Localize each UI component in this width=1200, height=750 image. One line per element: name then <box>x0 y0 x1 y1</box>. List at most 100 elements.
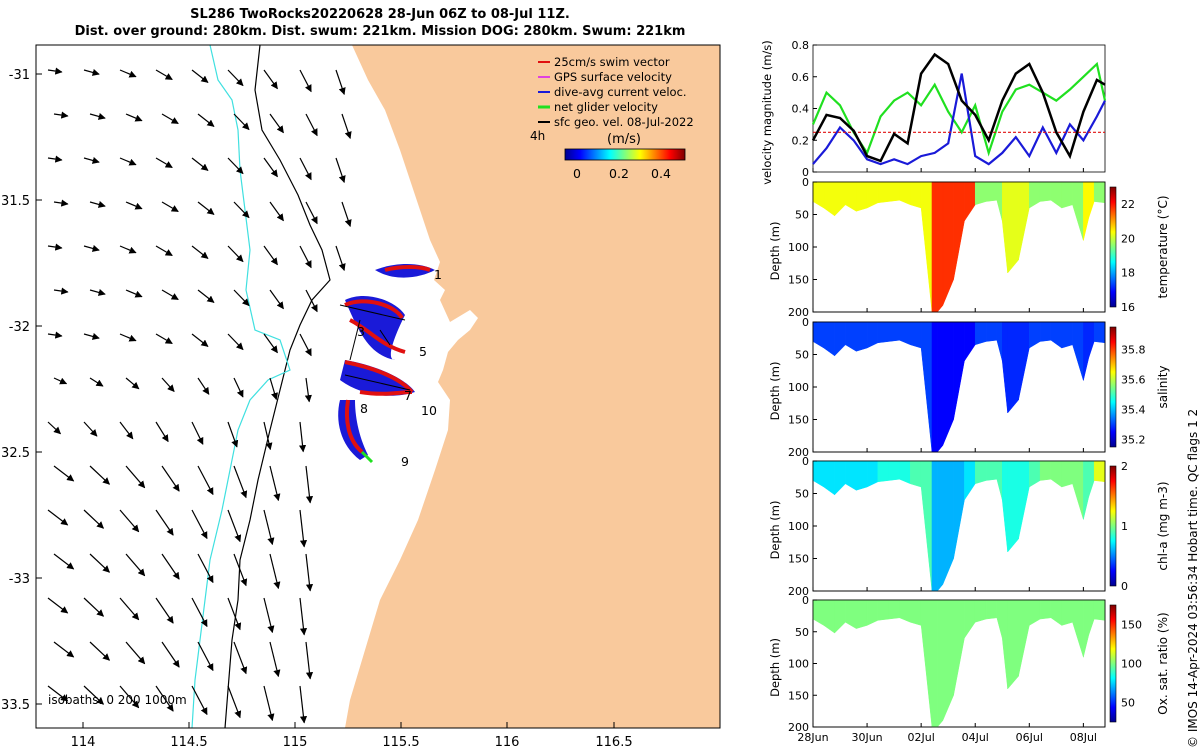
track-tail-red <box>344 399 364 454</box>
chl-a-section-cell <box>931 460 938 592</box>
legend-gps-label: GPS surface velocity <box>554 70 672 84</box>
current-vector-arrow <box>155 597 174 624</box>
oxygen-section-cell <box>1007 599 1019 690</box>
current-vector-arrow <box>161 113 179 124</box>
current-vector-arrow <box>233 113 250 131</box>
current-vector-arrow <box>125 641 146 665</box>
map-xtick-label: 114.5 <box>170 735 207 750</box>
oxygen-panel: 0 50 100 150 200 Depth (m) 50 100 150 Ox. sat. ra… <box>768 594 1170 734</box>
scale-label: 4h <box>530 129 545 143</box>
chl-a-colorbar-label: chl-a (mg m-3) <box>1156 481 1170 570</box>
velocity-panel: 0 0.2 0.4 0.6 0.8 velocity magnitude (m/s) <box>760 39 1107 185</box>
current-vector-arrow <box>227 245 244 263</box>
temperature-panel: 0 50 100 150 200 Depth (m) 16 18 20 22 temperature… <box>768 176 1170 319</box>
current-vector-arrow <box>335 245 346 271</box>
temperature-section-cell <box>985 181 998 202</box>
temperature-colorbar-label: temperature (°C) <box>1156 196 1170 299</box>
temperature-ytick-label: 150 <box>788 274 809 287</box>
chl-a-ytick-label: 150 <box>788 553 809 566</box>
salinity-colorbar-tick: 35.2 <box>1121 434 1146 447</box>
salinity-section-cell <box>888 321 900 342</box>
current-vector-arrow <box>83 156 100 164</box>
chl-a-section-cell <box>1007 460 1019 553</box>
current-vector-arrow <box>125 201 143 210</box>
current-vector-arrow <box>197 289 215 303</box>
chl-a-section-cell <box>1039 460 1052 481</box>
current-vector-arrow <box>161 641 180 668</box>
current-vector-arrow <box>83 685 105 705</box>
salinity-section-cell <box>1061 321 1073 349</box>
chl-a-section-cell <box>974 460 987 485</box>
current-vector-arrow <box>298 421 307 453</box>
current-vector-arrow <box>263 509 275 546</box>
isobath-0m-line <box>224 45 331 728</box>
chl-a-ytick-label: 0 <box>802 455 809 468</box>
current-vector-arrow <box>341 113 352 139</box>
chl-a-ytick-label: 100 <box>788 520 809 533</box>
current-vector-arrow <box>299 509 308 548</box>
current-vector-arrow <box>227 509 242 543</box>
current-vector-arrow <box>227 333 244 351</box>
current-vector-arrow <box>227 157 244 175</box>
oxygen-section-cell <box>937 599 944 728</box>
current-vector-arrow <box>233 465 248 499</box>
waypoint-label: 1 <box>434 267 442 282</box>
current-vector-arrow <box>263 421 273 451</box>
current-vector-arrow <box>227 597 242 631</box>
current-vector-arrow <box>269 377 278 401</box>
salinity-section-cell <box>1007 321 1019 414</box>
temperature-section-cell <box>931 181 938 313</box>
velocity-ytick-label: 0.8 <box>792 39 810 52</box>
current-vector-arrow <box>89 641 111 661</box>
velocity-series-dive <box>812 73 1106 166</box>
temperature-section-cell <box>974 181 987 206</box>
temperature-ytick-label: 0 <box>802 176 809 189</box>
oxygen-colorbar <box>1109 604 1117 723</box>
waypoint-label: 3 <box>357 324 365 339</box>
date-tick-label: 02Jul <box>908 731 935 744</box>
current-vector-arrow <box>125 465 146 489</box>
current-vector-arrow <box>335 157 346 183</box>
current-vector-arrow <box>53 111 69 119</box>
current-vector-arrow <box>47 421 61 435</box>
current-vector-arrow <box>299 245 312 269</box>
current-vector-arrow <box>83 332 100 340</box>
temperature-section-cell <box>1007 181 1019 274</box>
isobaths-label: isobaths: 0 200 1000m <box>48 693 187 707</box>
current-vector-arrow <box>155 69 173 80</box>
colorbar-tick-2: 0.4 <box>651 166 671 181</box>
legend-dive-label: dive-avg current veloc. <box>554 85 687 99</box>
salinity-colorbar-tick: 35.8 <box>1121 344 1146 357</box>
oxygen-ylabel: Depth (m) <box>768 638 782 697</box>
temperature-section-cell <box>1061 181 1073 209</box>
salinity-section-cell <box>1039 321 1052 342</box>
isobath-200m-line <box>191 45 291 728</box>
current-vector-arrow <box>233 377 244 398</box>
map-ytick-label: -31 <box>9 68 30 83</box>
current-vector-arrow <box>269 553 281 590</box>
oxygen-section-cell <box>974 599 987 623</box>
oxygen-section-cell <box>877 599 889 621</box>
salinity-ytick-label: 50 <box>795 349 809 362</box>
legend-sfc-geo: sfc geo. vel. 08-Jul-2022 <box>538 115 694 129</box>
salinity-colorbar <box>1109 326 1117 448</box>
chl-a-ylabel: Depth (m) <box>768 501 782 560</box>
date-tick-label: 30Jun <box>851 731 882 744</box>
current-vector-arrow <box>89 377 104 387</box>
temperature-colorbar-tick: 18 <box>1121 267 1135 280</box>
legend-swim-vector: 25cm/s swim vector <box>538 55 670 69</box>
current-vector-arrow <box>53 465 75 482</box>
current-vector-arrow <box>47 67 63 75</box>
map-ytick-label: 31.5 <box>1 194 30 209</box>
track-end-green <box>360 450 374 464</box>
track-loop-north-red <box>384 265 431 272</box>
current-vector-arrow <box>197 201 215 215</box>
waypoint-label: 8 <box>360 401 368 416</box>
current-vector-arrow <box>304 377 312 403</box>
current-vector-arrow <box>119 685 140 709</box>
current-vector-arrow <box>155 685 174 712</box>
track-direction-lines <box>339 304 411 391</box>
current-vector-arrow <box>89 112 106 120</box>
salinity-ytick-label: 150 <box>788 414 809 427</box>
track-loop-center-red <box>344 299 406 354</box>
